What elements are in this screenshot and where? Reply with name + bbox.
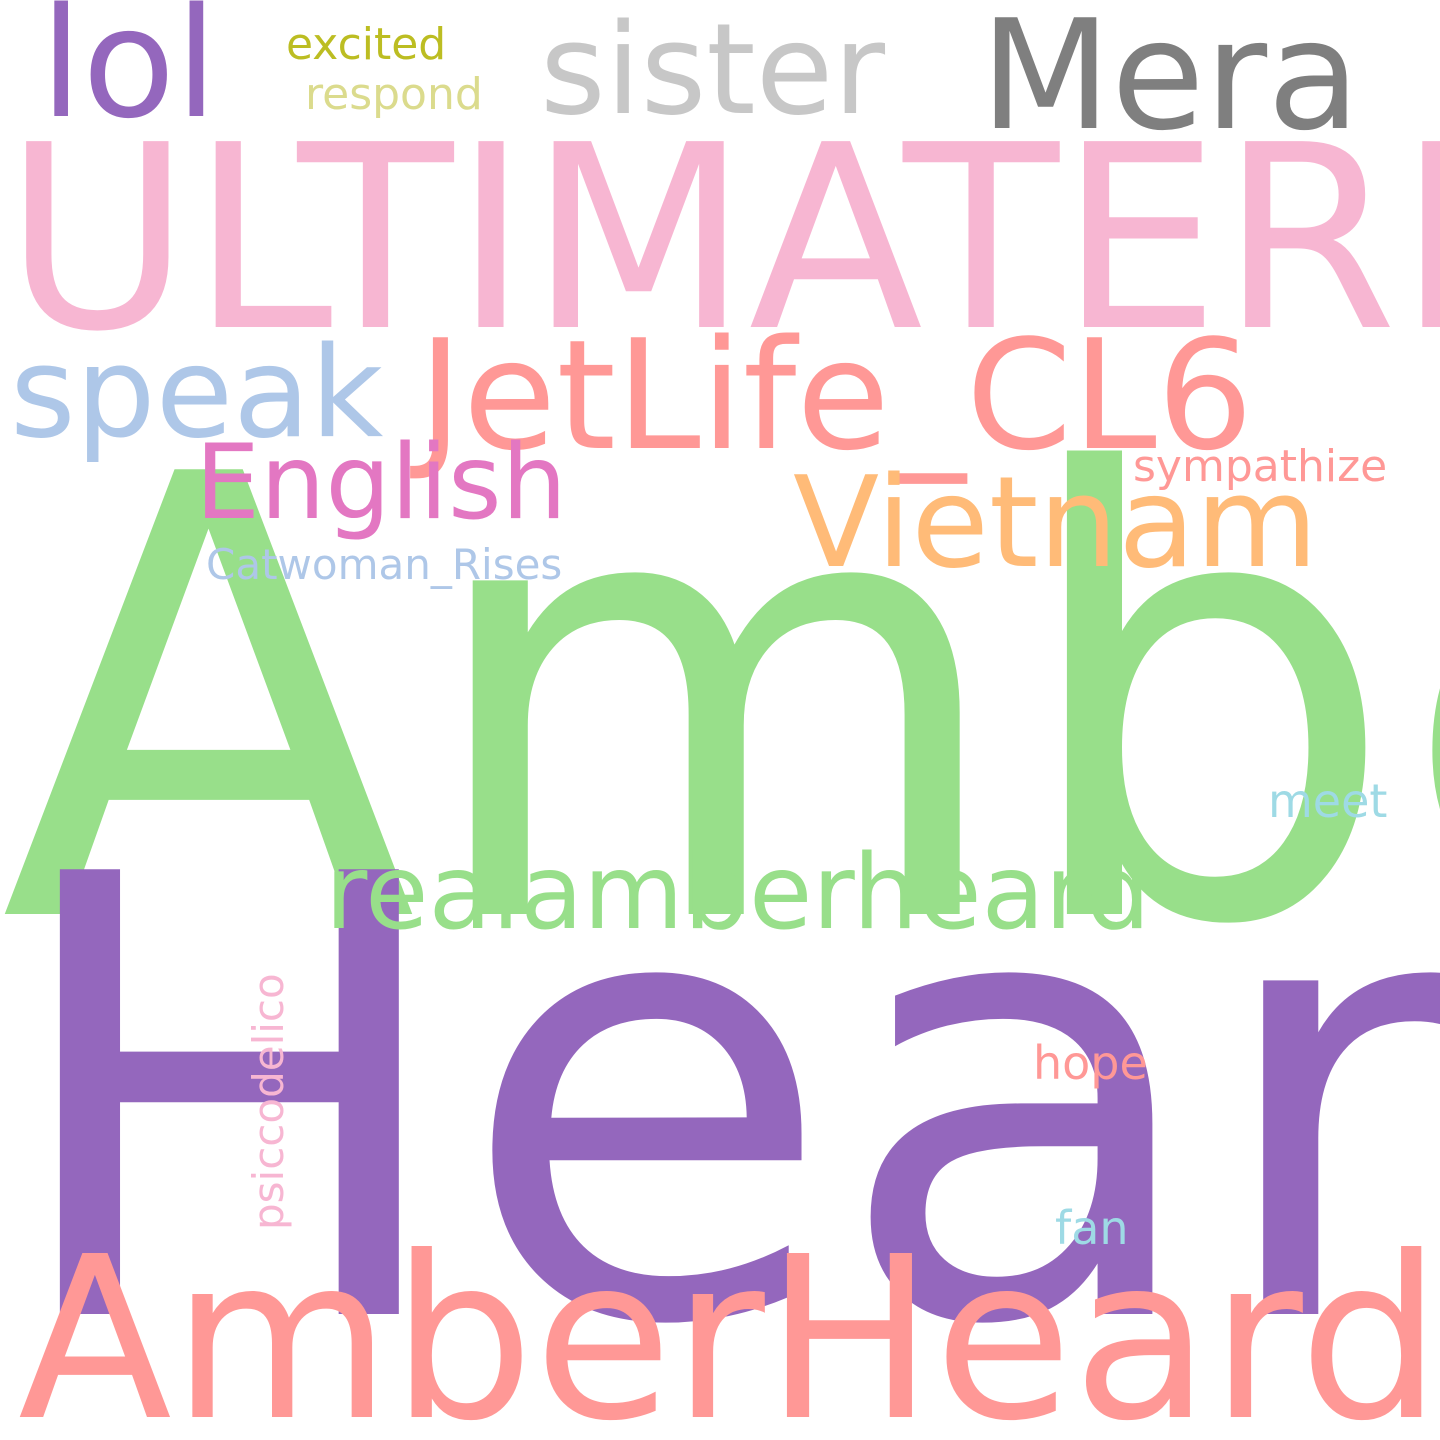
word-vietnam: Vietnam [793, 449, 1319, 596]
word-respond: respond [305, 69, 483, 120]
word-sympathize: sympathize [1133, 441, 1388, 492]
word-sister: sister [540, 0, 886, 143]
word-amber: Amber [0, 348, 1440, 1058]
word-heard: Heard [0, 748, 1440, 1440]
word-psiccodelico: psiccodelico [244, 973, 293, 1230]
word-mera: Mera [980, 0, 1361, 164]
word-amberheardit: AmberHeardIT [18, 1209, 1440, 1440]
word-speak: speak [10, 319, 384, 466]
word-hope: hope [1033, 1036, 1148, 1090]
word-catwoman-rises: Catwoman_Rises [206, 540, 563, 589]
word-excited: excited [286, 19, 447, 70]
word-english: English [195, 423, 567, 543]
word-ultimaterpe: ULTIMATERPE [4, 91, 1440, 388]
word-realamberheard: realamberheard [325, 833, 1151, 953]
word-meet: meet [1268, 774, 1388, 828]
word-fan: fan [1055, 1201, 1129, 1255]
word-lol: lol [40, 0, 218, 152]
word-jetlife-cl6: JetLife_CL6 [418, 307, 1254, 484]
